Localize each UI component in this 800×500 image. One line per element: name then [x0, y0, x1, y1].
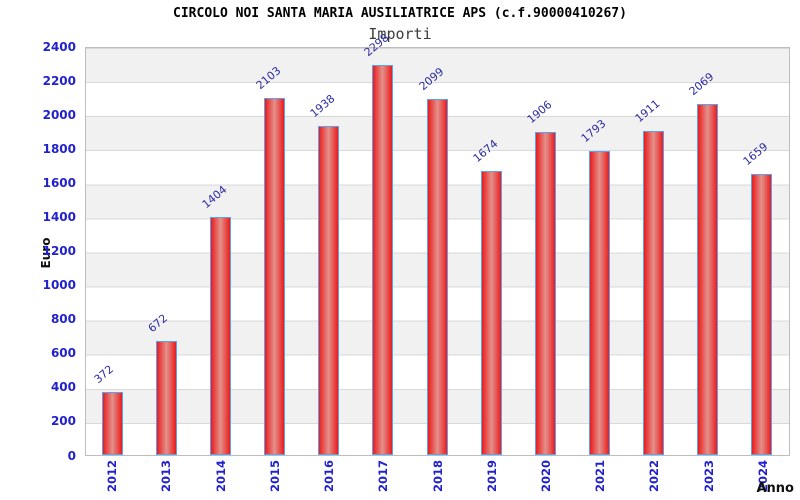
y-tick-label: 1600: [42, 175, 76, 190]
bar-value-label: 2099: [416, 65, 446, 94]
bar-2017[interactable]: [372, 65, 394, 455]
bar-value-label: 1659: [740, 139, 771, 168]
bar-value-label: 1906: [524, 97, 555, 126]
bar-2012[interactable]: [102, 391, 124, 455]
bar-value-label: 1404: [199, 182, 230, 211]
y-tick-label: 1400: [42, 209, 76, 224]
y-tick-label: 400: [50, 380, 76, 395]
y-tick-label: 200: [50, 414, 76, 429]
plot-area: 372 672 1404 2103 1938 2298 2099 1674 1906 1793 19…: [85, 31, 790, 456]
bar-2018[interactable]: [426, 99, 448, 455]
x-tick-label-2012: 2012: [105, 460, 120, 493]
bar-value-label: 2069: [686, 70, 717, 99]
bar-value-label: 1911: [632, 96, 663, 125]
bar-2022[interactable]: [642, 130, 664, 455]
bar-value-label: 2103: [253, 64, 284, 93]
y-tick-label: 2400: [42, 39, 76, 54]
bar-2019[interactable]: [480, 171, 502, 455]
y-tick-label: 1000: [42, 278, 76, 293]
y-tick-label: 600: [50, 346, 76, 361]
bar-value-label: 672: [145, 311, 171, 336]
y-tick-label: 0: [67, 448, 76, 463]
y-tick-label: 1200: [42, 244, 76, 258]
x-tick-label-2014: 2014: [213, 460, 228, 493]
x-tick-label-2015: 2015: [267, 460, 282, 493]
chart-subtitle: Importi: [368, 25, 432, 43]
y-axis-ticks: 0 200 400 600 800 1000 1200 1400 1600 1800 2000 220…: [0, 40, 76, 463]
y-tick-label: 2000: [42, 107, 76, 122]
x-tick-label-2013: 2013: [159, 460, 174, 493]
x-tick-label-2021: 2021: [593, 460, 608, 493]
x-tick-label-2018: 2018: [430, 460, 445, 493]
x-axis-ticks: 2012 2013 2014 2015 2016 2017 2018 2019 2020 2021…: [85, 460, 790, 500]
bar-value-label: 1938: [307, 92, 338, 121]
bar-2014[interactable]: [210, 216, 232, 455]
x-tick-label-2023: 2023: [701, 460, 716, 493]
bar-2024[interactable]: [750, 173, 772, 455]
x-tick-label-2022: 2022: [647, 460, 662, 493]
x-tick-label-2016: 2016: [322, 460, 337, 493]
bar-value-label: 372: [91, 362, 117, 386]
x-tick-label-2017: 2017: [376, 460, 391, 493]
chart-title: CIRCOLO NOI SANTA MARIA AUSILIATRICE APS…: [173, 6, 627, 21]
bar-2015[interactable]: [264, 98, 286, 455]
y-tick-label: 800: [50, 312, 76, 327]
bar-value-label: 1674: [470, 137, 501, 166]
bar-2013[interactable]: [156, 341, 178, 455]
x-tick-label-2019: 2019: [484, 460, 499, 493]
bar-2023[interactable]: [696, 104, 718, 455]
bar-2016[interactable]: [318, 126, 340, 455]
bar-value-label: 1793: [578, 116, 609, 145]
y-tick-label: 1800: [42, 141, 76, 156]
y-tick-label: 2200: [42, 73, 76, 88]
x-tick-label-2020: 2020: [538, 460, 553, 493]
bar-2020[interactable]: [534, 131, 556, 455]
x-axis-label: Anno: [756, 481, 794, 496]
bar-2021[interactable]: [588, 150, 610, 455]
